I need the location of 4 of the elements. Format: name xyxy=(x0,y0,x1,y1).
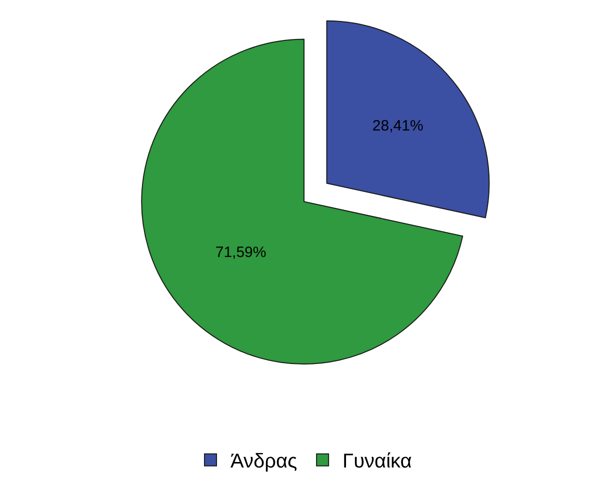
data-label: 71,59% xyxy=(215,244,266,262)
legend-label: Άνδρας xyxy=(230,450,298,473)
legend-label: Γυναίκα xyxy=(342,450,412,473)
data-label: 28,41% xyxy=(372,117,424,134)
